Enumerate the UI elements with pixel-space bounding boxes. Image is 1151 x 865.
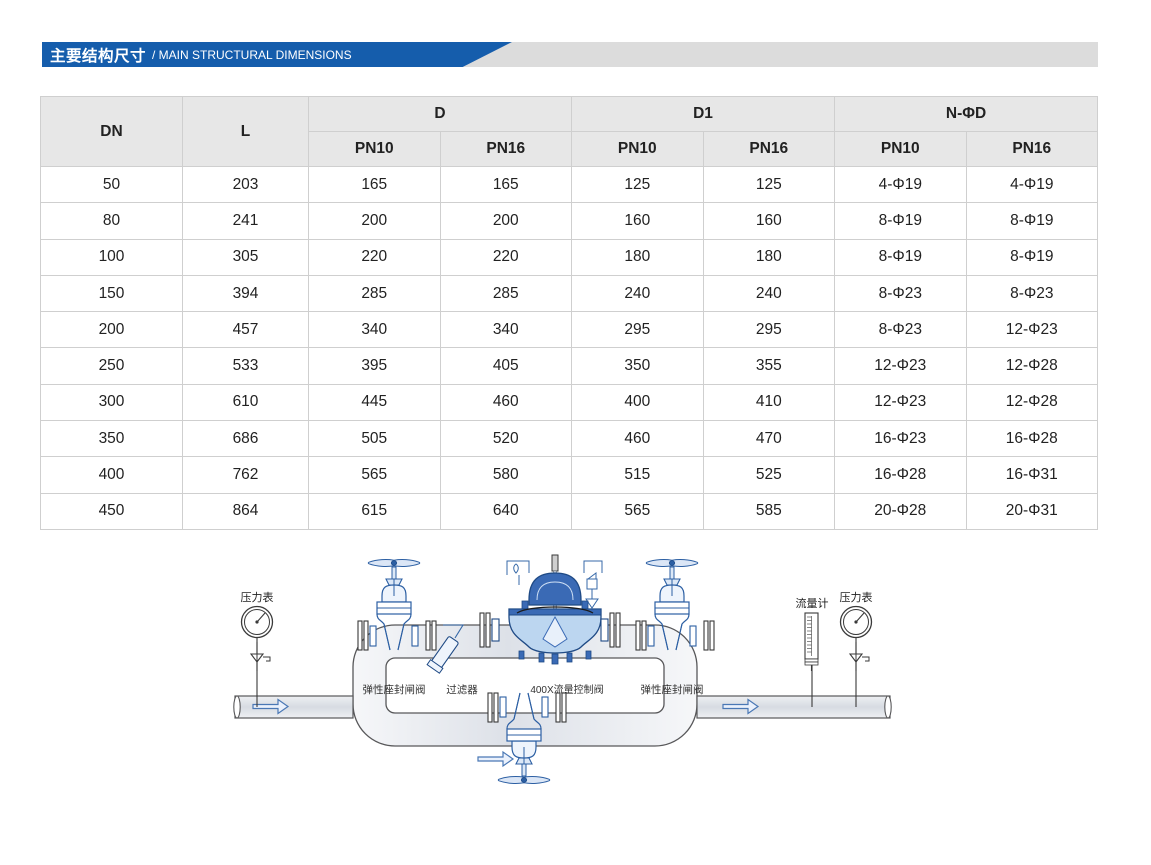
svg-text:400X流量控制阀: 400X流量控制阀 <box>530 683 603 696</box>
svg-text:弹性座封闸阀: 弹性座封闸阀 <box>641 683 704 696</box>
svg-text:压力表: 压力表 <box>241 590 274 604</box>
svg-text:弹性座封闸阀: 弹性座封闸阀 <box>363 683 426 696</box>
svg-text:流量计: 流量计 <box>796 596 829 610</box>
svg-text:过滤器: 过滤器 <box>446 683 478 696</box>
svg-text:压力表: 压力表 <box>840 590 873 604</box>
